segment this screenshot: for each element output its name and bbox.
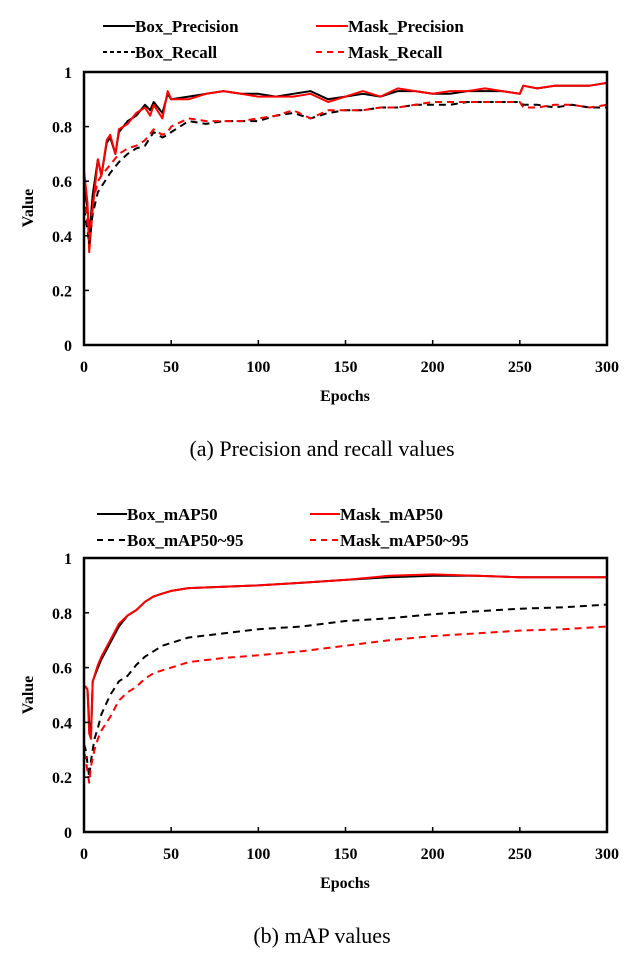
- x-tick-label: 0: [80, 846, 88, 863]
- y-tick-label: 0.4: [52, 229, 72, 246]
- y-axis-title: Value: [20, 676, 37, 715]
- series-line-mask-map50-95: [83, 625, 608, 784]
- y-tick-label: 0.4: [52, 715, 72, 732]
- legend-item-mask-precision: Mask_Precision: [316, 17, 464, 36]
- y-tick-label: 0.8: [52, 606, 72, 623]
- legend-item-mask-map50-95: Mask_mAP50~95: [310, 531, 469, 550]
- legend: Box_Precision Mask_Precision Box_Recall …: [103, 17, 464, 62]
- chart-precision-recall: Box_Precision Mask_Precision Box_Recall …: [20, 17, 619, 461]
- series-lines: [83, 81, 608, 254]
- x-tick-label: 100: [246, 359, 270, 376]
- legend-label: Mask_mAP50~95: [340, 531, 469, 550]
- x-axis: 0 50 100 150 200 250 300: [80, 340, 619, 376]
- x-tick-label: 300: [595, 846, 619, 863]
- x-axis-title: Epochs: [320, 875, 370, 892]
- legend-item-box-recall: Box_Recall: [103, 43, 217, 62]
- series-line-box-recall: [83, 101, 607, 245]
- x-tick-label: 50: [163, 846, 179, 863]
- legend-item-box-precision: Box_Precision: [103, 17, 239, 36]
- x-axis: 0 50 100 150 200 250 300: [80, 827, 619, 863]
- y-tick-label: 0.8: [52, 120, 72, 137]
- x-tick-label: 250: [508, 359, 532, 376]
- legend-label: Mask_Recall: [348, 43, 443, 62]
- y-tick-label: 0.2: [52, 770, 72, 787]
- series-line-box-precision: [83, 81, 608, 237]
- y-tick-label: 0: [64, 825, 72, 842]
- legend-item-box-map50-95: Box_mAP50~95: [97, 531, 244, 550]
- legend: Box_mAP50 Mask_mAP50 Box_mAP50~95 Mask_m…: [97, 505, 469, 550]
- series-line-mask-precision: [83, 81, 608, 254]
- legend-label: Box_Precision: [135, 17, 239, 36]
- y-axis: 0 0.2 0.4 0.6 0.8 1: [52, 551, 89, 842]
- caption: (a) Precision and recall values: [189, 436, 454, 461]
- series-lines: [83, 573, 608, 784]
- chart-map: Box_mAP50 Mask_mAP50 Box_mAP50~95 Mask_m…: [20, 505, 619, 948]
- series-line-mask-map50: [84, 573, 607, 740]
- x-axis-title: Epochs: [320, 388, 370, 405]
- legend-label: Box_mAP50~95: [127, 531, 244, 550]
- y-tick-label: 0: [64, 338, 72, 355]
- y-tick-label: 1: [64, 65, 72, 82]
- x-tick-label: 150: [334, 846, 358, 863]
- x-tick-label: 250: [508, 846, 532, 863]
- y-axis-title: Value: [20, 189, 37, 228]
- x-tick-label: 200: [421, 359, 445, 376]
- y-tick-label: 1: [64, 551, 72, 568]
- series-line-mask-recall: [83, 101, 608, 243]
- x-tick-label: 0: [80, 359, 88, 376]
- legend-label: Box_mAP50: [127, 505, 218, 524]
- plot-frame: [82, 556, 609, 834]
- y-tick-label: 0.6: [52, 661, 72, 678]
- x-tick-label: 50: [163, 359, 179, 376]
- series-line-box-map50: [84, 574, 607, 735]
- legend-label: Mask_Precision: [348, 17, 464, 36]
- x-tick-label: 200: [421, 846, 445, 863]
- x-tick-label: 100: [246, 846, 270, 863]
- y-tick-label: 0.2: [52, 283, 72, 300]
- caption: (b) mAP values: [253, 923, 390, 948]
- legend-item-mask-recall: Mask_Recall: [316, 43, 443, 62]
- legend-label: Mask_mAP50: [340, 505, 443, 524]
- x-tick-label: 300: [595, 359, 619, 376]
- x-tick-label: 150: [334, 359, 358, 376]
- legend-item-box-map50: Box_mAP50: [97, 505, 218, 524]
- legend-label: Box_Recall: [135, 43, 217, 62]
- y-axis: 0 0.2 0.4 0.6 0.8 1: [52, 65, 89, 355]
- series-line-box-map50-95: [83, 603, 608, 779]
- y-tick-label: 0.6: [52, 174, 72, 191]
- legend-item-mask-map50: Mask_mAP50: [310, 505, 443, 524]
